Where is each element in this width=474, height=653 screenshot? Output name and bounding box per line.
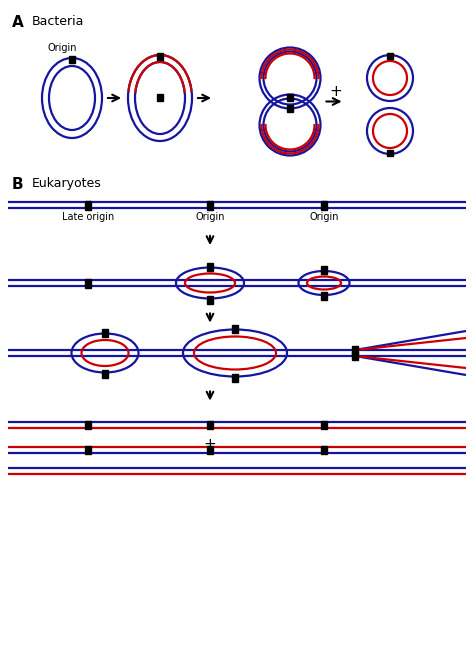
Bar	[85, 278, 91, 287]
Bar	[232, 374, 238, 381]
Bar	[387, 53, 393, 59]
Bar	[321, 446, 327, 454]
Bar	[207, 200, 213, 210]
Bar	[321, 292, 327, 300]
Bar	[102, 370, 108, 377]
Bar	[287, 105, 293, 112]
Bar	[207, 296, 213, 304]
Bar	[157, 93, 163, 101]
Bar	[352, 346, 358, 354]
Text: +: +	[329, 84, 342, 99]
Bar	[207, 421, 213, 429]
Text: Origin: Origin	[47, 43, 76, 53]
Bar	[352, 352, 358, 360]
Bar	[69, 56, 75, 63]
Bar	[207, 446, 213, 454]
Bar	[287, 94, 293, 101]
Text: Origin: Origin	[195, 212, 225, 222]
Bar	[85, 421, 91, 429]
Text: B: B	[12, 177, 24, 192]
Bar	[85, 200, 91, 210]
Bar	[321, 266, 327, 274]
Bar	[207, 263, 213, 270]
Text: Origin: Origin	[309, 212, 339, 222]
Text: +: +	[204, 437, 216, 452]
Bar	[387, 150, 393, 156]
Bar	[321, 421, 327, 429]
Bar	[232, 325, 238, 332]
Bar	[102, 328, 108, 336]
Text: A: A	[12, 15, 24, 30]
Text: Late origin: Late origin	[62, 212, 114, 222]
Bar	[321, 200, 327, 210]
Text: Bacteria: Bacteria	[32, 15, 84, 28]
Bar	[85, 446, 91, 454]
Bar	[157, 52, 163, 59]
Text: Eukaryotes: Eukaryotes	[32, 177, 102, 190]
